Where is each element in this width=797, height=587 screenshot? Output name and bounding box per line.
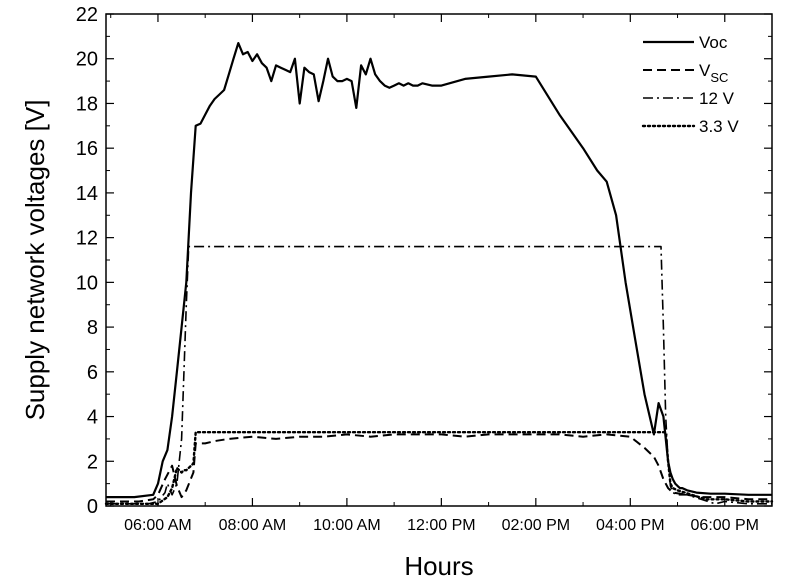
y-tick-label: 0 bbox=[87, 496, 98, 518]
y-tick-label: 18 bbox=[76, 93, 98, 115]
x-tick-label: 02:00 PM bbox=[502, 517, 570, 534]
y-tick-label: 6 bbox=[87, 362, 98, 384]
y-axis-title: Supply network voltages [V] bbox=[20, 100, 50, 421]
axis-ticks bbox=[106, 13, 773, 507]
y-tick-label: 2 bbox=[87, 451, 98, 473]
y-tick-label: 16 bbox=[76, 138, 98, 160]
series-lines bbox=[104, 41, 774, 505]
x-tick-label: 06:00 AM bbox=[124, 517, 192, 534]
legend-label: VSC bbox=[699, 61, 728, 85]
y-tick-label: 20 bbox=[76, 49, 98, 71]
y-tick-label: 22 bbox=[76, 4, 98, 26]
series-line-solid bbox=[106, 41, 772, 499]
y-tick-label: 4 bbox=[87, 407, 98, 429]
x-axis-title: Hours bbox=[404, 551, 473, 581]
tick-labels: 0 2 4 6 8 10 12 14 16 18 20 22 06:00 AM 08:00 AM 10:00… bbox=[76, 4, 759, 534]
legend-label: 3.3 V bbox=[699, 117, 739, 136]
y-tick-label: 10 bbox=[76, 272, 98, 294]
legend-label: 12 V bbox=[699, 89, 735, 108]
series-line-dashed bbox=[106, 433, 772, 503]
y-tick-label: 12 bbox=[76, 228, 98, 250]
x-tick-label: 06:00 PM bbox=[691, 517, 759, 534]
series-line-dotted bbox=[104, 431, 774, 505]
legend-label: Voc bbox=[699, 33, 728, 52]
series-line-dash-dot bbox=[106, 245, 772, 505]
legend: Voc VSC 12 V 3.3 V bbox=[641, 33, 739, 136]
y-tick-label: 14 bbox=[76, 183, 98, 205]
x-tick-label: 04:00 PM bbox=[596, 517, 664, 534]
y-tick-label: 8 bbox=[87, 317, 98, 339]
x-tick-label: 12:00 PM bbox=[407, 517, 475, 534]
x-tick-label: 10:00 AM bbox=[313, 517, 381, 534]
x-tick-label: 08:00 AM bbox=[219, 517, 287, 534]
